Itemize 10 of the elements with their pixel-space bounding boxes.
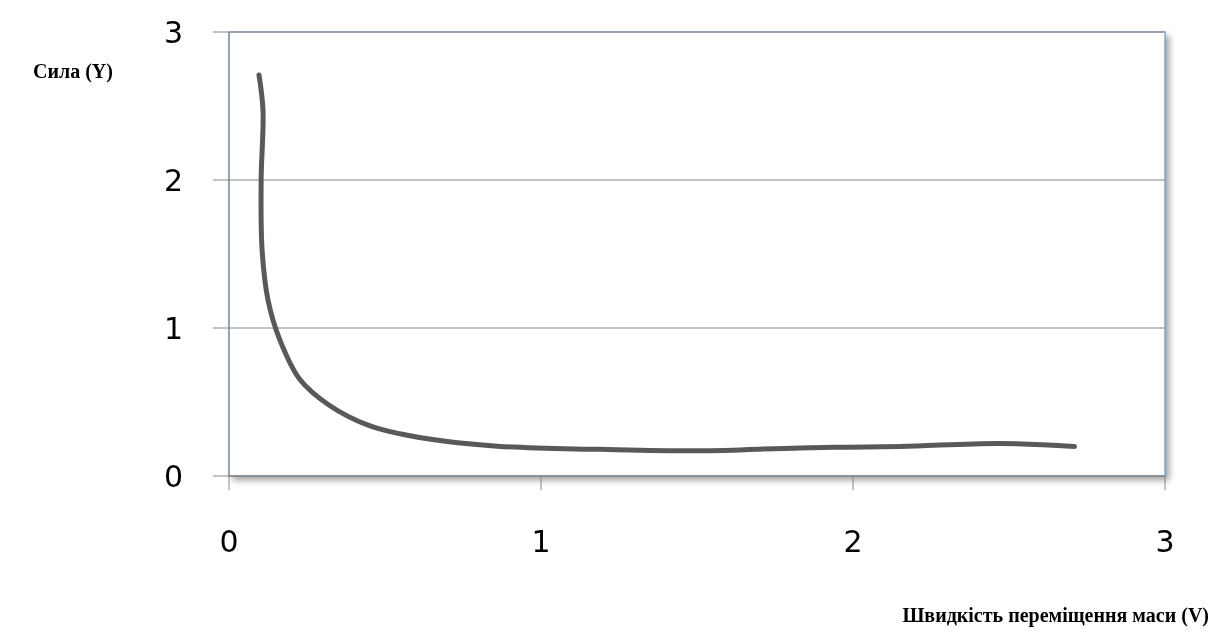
x-tick-label: 0	[219, 524, 239, 559]
y-tick-label: 1	[163, 310, 183, 346]
x-tick-label: 2	[843, 524, 863, 559]
y-tick-label: 0	[163, 458, 183, 494]
x-tick-label: 1	[531, 524, 551, 559]
x-axis-title: Швидкість переміщення маси (V)	[902, 604, 1209, 627]
y-tick-label: 2	[163, 162, 183, 198]
y-tick-label: 3	[163, 14, 183, 50]
x-tick-label: 3	[1155, 524, 1175, 559]
y-axis-title: Сила (Y)	[33, 60, 113, 83]
